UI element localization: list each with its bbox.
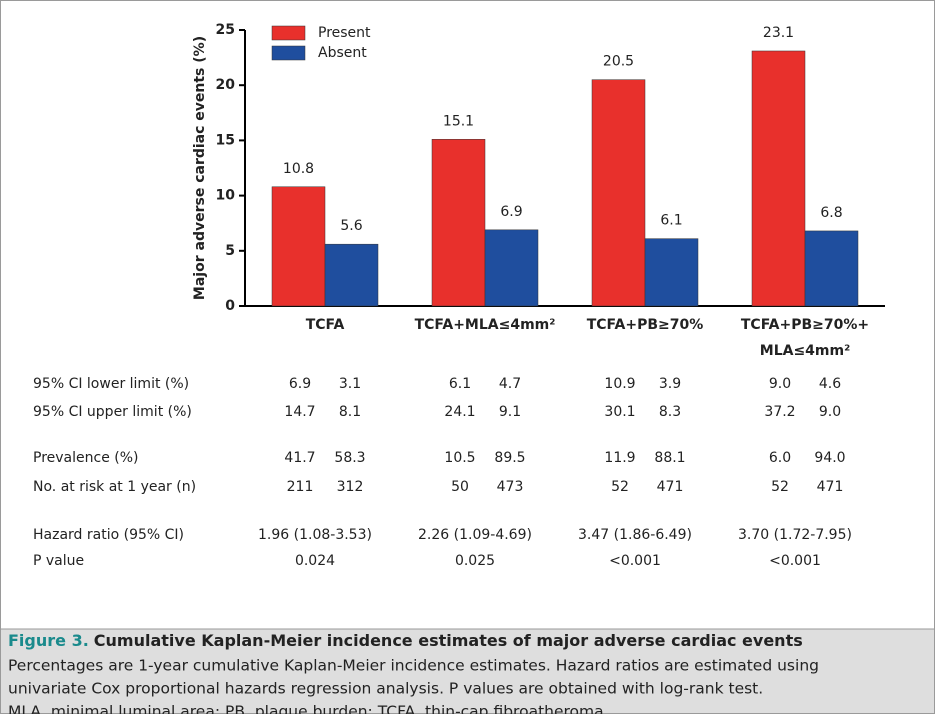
table-cell: 473 [497,479,524,495]
table-cell: 6.9 [289,376,311,392]
legend-swatch [271,25,306,41]
y-tick-label: 20 [216,77,236,93]
table-cell: 8.1 [339,404,361,420]
bar [484,229,539,307]
y-tick-label: 10 [216,188,236,204]
table-cell: 4.7 [499,376,521,392]
table-cell: 50 [451,479,469,495]
table-cell: 3.70 (1.72-7.95) [738,527,852,543]
caption-line: Percentages are 1-year cumulative Kaplan… [8,657,819,675]
table-cell: 9.0 [819,404,841,420]
value-label: 6.9 [500,204,522,220]
table-cell: <0.001 [769,553,821,569]
x-tick-label: TCFA [305,317,345,333]
bar [804,230,859,307]
figure-title: Cumulative Kaplan-Meier incidence estima… [94,631,803,650]
value-label: 15.1 [443,113,474,129]
table-cell: 8.3 [659,404,681,420]
table-cell: 3.1 [339,376,361,392]
table-cell: 52 [771,479,789,495]
bar [751,50,806,307]
bar [591,79,646,307]
table-cell: 10.9 [604,376,635,392]
table-cell: 312 [337,479,364,495]
legend-label: Absent [318,45,367,61]
x-tick-label: TCFA+PB≥70% [586,317,704,333]
row-label: 95% CI lower limit (%) [33,376,189,392]
caption-line: univariate Cox proportional hazards regr… [8,680,763,698]
bar [644,238,699,307]
table-cell: 14.7 [284,404,315,420]
value-label: 23.1 [763,25,794,41]
value-label: 6.8 [820,205,842,221]
x-tick-label: TCFA+PB≥70%+ MLA≤4mm² [740,317,870,359]
bar [324,243,379,307]
x-tick-label: TCFA+MLA≤4mm² [414,317,556,333]
legend-label: Present [318,25,371,41]
figure-label: Figure 3. [8,631,89,650]
table-cell: 88.1 [654,450,685,466]
row-label: P value [33,553,84,569]
y-tick-label: 5 [225,243,235,259]
table-cell: 9.0 [769,376,791,392]
table-cell: 9.1 [499,404,521,420]
table-cell: 58.3 [334,450,365,466]
value-label: 6.1 [660,213,682,229]
table-cell: 4.6 [819,376,841,392]
bar [431,139,486,307]
caption-background [1,629,934,713]
caption-line: MLA, minimal luminal area; PB, plaque bu… [8,703,609,714]
table-cell: 89.5 [494,450,525,466]
table-cell: 0.025 [455,553,495,569]
row-label: No. at risk at 1 year (n) [33,479,196,495]
value-label: 10.8 [283,161,314,177]
table-cell: 6.0 [769,450,791,466]
table-cell: 6.1 [449,376,471,392]
legend-swatch [271,45,306,61]
y-tick-label: 15 [216,132,235,148]
value-label: 5.6 [340,218,362,234]
y-tick-label: 0 [225,298,235,314]
table-cell: 37.2 [764,404,795,420]
table-cell: 3.9 [659,376,681,392]
table-cell: 41.7 [284,450,315,466]
table-cell: 2.26 (1.09-4.69) [418,527,532,543]
table-cell: 471 [657,479,684,495]
table-cell: 0.024 [295,553,335,569]
row-label: Hazard ratio (95% CI) [33,527,184,543]
caption-title: Figure 3. Cumulative Kaplan-Meier inciden… [8,631,803,650]
table-cell: <0.001 [609,553,661,569]
y-axis-label: Major adverse cardiac events (%) [192,36,208,300]
row-label: Prevalence (%) [33,450,139,466]
table-cell: 1.96 (1.08-3.53) [258,527,372,543]
table-cell: 211 [287,479,314,495]
table-cell: 471 [817,479,844,495]
value-label: 20.5 [603,54,634,70]
table-cell: 94.0 [814,450,845,466]
table-cell: 24.1 [444,404,475,420]
table-cell: 11.9 [604,450,635,466]
row-label: 95% CI upper limit (%) [33,404,192,420]
table-cell: 30.1 [604,404,635,420]
table-cell: 52 [611,479,629,495]
table-cell: 3.47 (1.86-6.49) [578,527,692,543]
y-tick-label: 25 [216,22,235,38]
bar [271,186,326,307]
table-cell: 10.5 [444,450,475,466]
